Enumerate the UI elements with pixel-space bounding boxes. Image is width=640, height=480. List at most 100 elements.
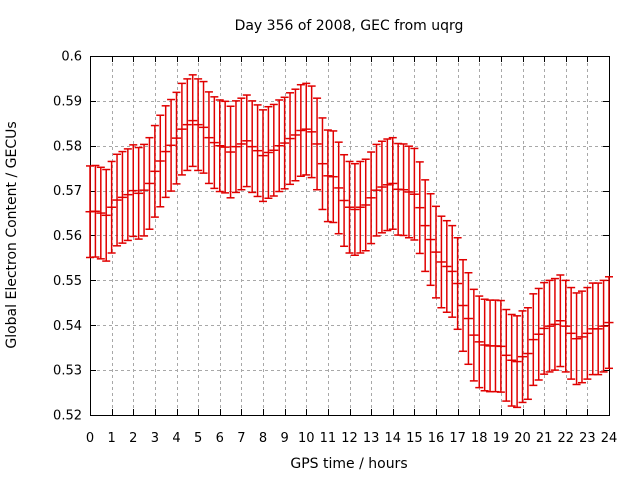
errorbar-point	[545, 279, 555, 373]
x-tick-label: 2	[129, 431, 137, 446]
errorbar-point	[117, 150, 127, 244]
errorbar-point	[134, 146, 144, 240]
errorbar-point	[431, 205, 441, 299]
errorbar-point	[436, 215, 446, 309]
errorbar-point	[469, 288, 479, 382]
errorbar-point	[528, 293, 538, 387]
errorbar-point	[155, 114, 165, 208]
x-tick-label: 19	[493, 431, 510, 446]
errorbar-point	[458, 258, 468, 353]
x-tick-label: 14	[384, 431, 401, 446]
errorbar-point	[415, 161, 425, 255]
errorbar-point	[312, 97, 322, 191]
error-bar-series	[85, 74, 614, 409]
errorbar-point	[166, 98, 176, 192]
errorbar-point	[263, 105, 273, 200]
errorbar-point	[323, 129, 333, 223]
errorbar-point	[496, 299, 506, 393]
x-tick-label: 10	[298, 431, 315, 446]
errorbar-point	[355, 160, 365, 254]
x-tick-label: 11	[320, 431, 337, 446]
y-tick-labels: 0.52 0.53 0.54 0.55 0.56 0.57 0.58 0.59 0.6	[53, 50, 82, 424]
x-tick-label: 9	[280, 431, 288, 446]
errorbar-point	[96, 166, 106, 260]
series-GEC	[85, 74, 614, 409]
errorbar-point	[204, 91, 214, 185]
errorbar-point	[442, 219, 452, 313]
errorbar-point	[345, 160, 354, 254]
errorbar-point	[561, 279, 571, 373]
errorbar-point	[139, 143, 149, 237]
errorbar-point	[112, 153, 122, 247]
errorbar-point	[123, 148, 133, 242]
errorbar-point	[604, 276, 614, 370]
y-tick-label: 0.57	[53, 184, 82, 199]
y-tick-label: 0.56	[53, 229, 82, 244]
errorbar-point	[182, 78, 192, 172]
x-tick-label: 5	[194, 431, 202, 446]
x-tick-label: 24	[601, 431, 618, 446]
x-axis-label: GPS time / hours	[290, 456, 407, 472]
x-tick-label: 23	[579, 431, 596, 446]
errorbar-point	[577, 290, 587, 384]
x-tick-label: 16	[428, 431, 445, 446]
errorbar-point	[518, 310, 527, 404]
errorbar-point	[285, 92, 295, 186]
errorbar-point	[555, 274, 565, 368]
errorbar-point	[274, 99, 284, 193]
errorbar-point	[90, 164, 100, 258]
errorbar-point	[290, 88, 300, 182]
errorbar-point	[420, 179, 430, 273]
errorbar-point	[339, 153, 349, 248]
errorbar-point	[409, 147, 419, 241]
errorbar-point	[128, 144, 138, 238]
x-tick-label: 1	[107, 431, 115, 446]
errorbar-point	[172, 91, 181, 185]
x-tick-label: 4	[172, 431, 180, 446]
errorbar-point	[447, 224, 457, 318]
errorbar-point	[350, 162, 360, 256]
x-tick-label: 15	[406, 431, 423, 446]
errorbar-point	[572, 292, 582, 386]
chart-title: Day 356 of 2008, GEC from uqrg	[235, 18, 464, 34]
errorbar-point	[107, 160, 117, 254]
y-tick-label: 0.53	[53, 364, 82, 379]
errorbar-point	[582, 286, 592, 380]
errorbar-point	[328, 130, 338, 224]
errorbar-point	[377, 140, 387, 234]
errorbar-point	[150, 124, 160, 218]
x-tick-label: 13	[363, 431, 380, 446]
x-tick-label: 20	[514, 431, 531, 446]
x-tick-label: 18	[471, 431, 488, 446]
errorbar-point	[215, 99, 225, 193]
errorbar-point	[258, 109, 268, 203]
errorbar-point	[507, 313, 517, 407]
y-tick-label: 0.52	[53, 409, 82, 424]
errorbar-point	[501, 308, 511, 402]
x-tick-label: 6	[216, 431, 224, 446]
y-axis-label: Global Electron Content / GECUs	[4, 121, 20, 348]
errorbar-point	[404, 145, 414, 239]
errorbar-point	[220, 100, 230, 194]
errorbar-point	[236, 97, 246, 191]
errorbar-point	[188, 74, 198, 168]
errorbar-point	[253, 104, 263, 198]
errorbar-point	[361, 158, 371, 252]
y-tick-label: 0.59	[53, 94, 82, 109]
y-tick-label: 0.55	[53, 274, 82, 289]
x-tick-label: 3	[151, 431, 159, 446]
errorbar-point	[550, 277, 560, 371]
y-tick-label: 0.54	[53, 319, 82, 334]
errorbar-point	[474, 295, 484, 389]
errorbar-point	[366, 151, 376, 245]
errorbar-point	[101, 168, 111, 262]
errorbar-point	[512, 315, 522, 409]
errorbar-point	[280, 96, 290, 190]
errorbar-point	[231, 100, 241, 194]
x-tick-label: 12	[341, 431, 358, 446]
errorbar-point	[199, 80, 209, 174]
errorbar-point	[426, 193, 436, 287]
x-tick-labels: 0 1 2 3 4 5 6 7 8 9 10 11 12 13 14 15 16 17 18 19 20 21 22 23 24	[86, 431, 617, 446]
